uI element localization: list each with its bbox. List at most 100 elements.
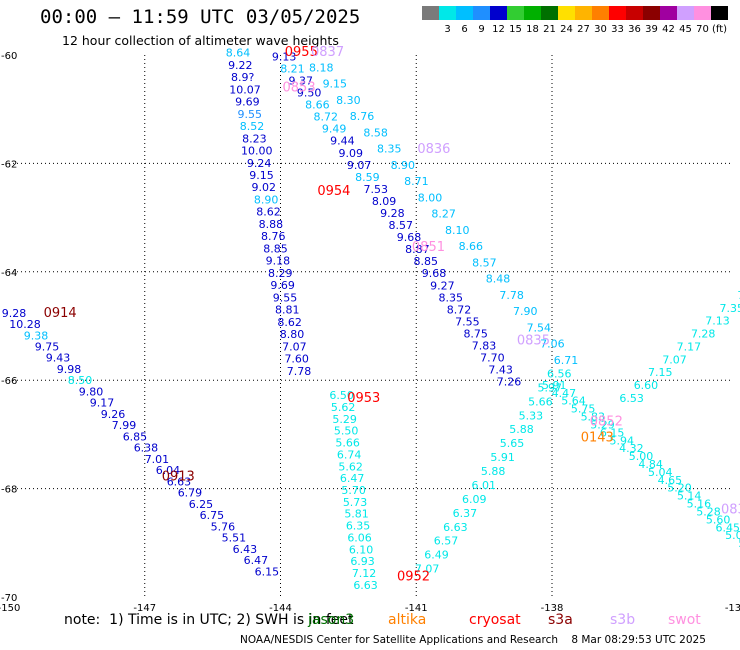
swh-value-label: 5.88 xyxy=(509,423,534,436)
swh-value-label: 6.74 xyxy=(337,448,362,461)
swh-value-label: 8.85 xyxy=(263,242,288,255)
swh-value-label: 9.26 xyxy=(101,408,126,421)
pass-time-label: 0955 xyxy=(285,45,318,60)
swh-value-label: 9.22 xyxy=(228,59,253,72)
swh-value-label: 8.71 xyxy=(404,175,429,188)
swh-value-label: 7.78 xyxy=(499,289,524,302)
scale-swatch xyxy=(507,6,524,20)
y-tick-label: -62 xyxy=(1,159,17,170)
scale-swatch xyxy=(473,6,490,20)
scale-swatch xyxy=(711,6,728,20)
scale-tick-label: 30 xyxy=(594,24,607,35)
swh-value-label: 5.33 xyxy=(519,409,544,422)
scale-swatch xyxy=(643,6,660,20)
scale-swatch xyxy=(609,6,626,20)
swh-value-label: 5.60 xyxy=(706,513,731,526)
swh-value-label: 6.43 xyxy=(233,543,258,556)
swh-value-label: 6.09 xyxy=(462,493,487,506)
swh-value-label: 8.18 xyxy=(309,61,334,74)
swh-value-label: 8.35 xyxy=(438,291,463,304)
swh-value-label: 5.97 xyxy=(538,381,563,394)
swh-value-label: 6.47 xyxy=(340,472,365,485)
swh-value-label: 6.47 xyxy=(244,554,269,567)
swh-value-label: 9.49 xyxy=(322,123,347,136)
swh-value-label: 9.17 xyxy=(90,397,115,410)
swh-value-label: 4.47 xyxy=(552,387,577,400)
scale-tick-label: 21 xyxy=(543,24,556,35)
pass-time-label: 0954 xyxy=(317,184,350,199)
scale-unit: (ft) xyxy=(712,24,728,35)
scale-tick-label: 6 xyxy=(461,24,468,35)
swh-value-label: 6.63 xyxy=(443,521,468,534)
swh-value-label: 6.37 xyxy=(453,507,478,520)
swh-value-label: 9.50 xyxy=(297,87,322,100)
y-tick-label: -66 xyxy=(1,376,17,387)
pass-time-label: 0834 xyxy=(721,503,740,518)
pass-time-label: 0835 xyxy=(517,333,550,348)
pass-time-label: 0836 xyxy=(417,142,450,157)
swh-value-label: 5.20 xyxy=(667,482,692,495)
swh-value-label: 9.69 xyxy=(235,96,260,109)
scale-tick-label: 3 xyxy=(444,24,451,35)
swh-value-label: 8.9? xyxy=(231,71,254,84)
swh-value-label: 5.76 xyxy=(211,520,236,533)
swh-value-label: 9.15 xyxy=(249,169,274,182)
swh-value-label: 7.60 xyxy=(284,353,309,366)
swh-value-label: 6.25 xyxy=(189,498,214,511)
swh-value-label: 6.60 xyxy=(634,379,659,392)
scale-tick-label: 9 xyxy=(478,24,485,35)
scale-swatch xyxy=(677,6,694,20)
x-tick-label: -13 xyxy=(725,603,740,614)
swh-value-label: 8.76 xyxy=(350,110,375,123)
pass-time-label: 0914 xyxy=(44,306,77,321)
swh-value-label: 9.18 xyxy=(266,255,291,268)
swh-value-label: 5.51 xyxy=(222,532,247,545)
pass-time-label: 0913 xyxy=(162,469,195,484)
swh-value-label: 5.88 xyxy=(481,465,506,478)
swh-value-label: 7.28 xyxy=(691,328,716,341)
swh-value-label: 8.48 xyxy=(486,273,511,286)
x-tick-label: -141 xyxy=(405,603,428,614)
scale-tick-label: 45 xyxy=(679,24,692,35)
swh-value-label: 4.84 xyxy=(638,458,663,471)
swh-value-label: 7.07 xyxy=(662,353,687,366)
scale-swatch xyxy=(524,6,541,20)
swh-value-label: 9.02 xyxy=(252,181,277,194)
scale-tick-label: 12 xyxy=(492,24,505,35)
swh-value-label: 6.49 xyxy=(424,549,449,562)
swh-value-label: 6.45 xyxy=(716,521,740,534)
footer-note: note: 1) Time is in UTC; 2) SWH is in fe… xyxy=(64,612,354,628)
swh-value-label: 5.62 xyxy=(331,401,356,414)
scale-swatch xyxy=(575,6,592,20)
swh-value-label: 9.80 xyxy=(79,385,104,398)
swh-value-label: 8.90 xyxy=(254,193,279,206)
swh-value-label: 10.00 xyxy=(241,145,273,158)
swh-value-label: 8.23 xyxy=(242,132,267,145)
pass-time-label: 0852 xyxy=(590,415,623,430)
swh-value-label: 6.53 xyxy=(619,392,644,405)
scale-swatch xyxy=(660,6,677,20)
swh-value-label: 7.26 xyxy=(497,376,522,389)
swh-value-label: 5.62 xyxy=(338,460,363,473)
swh-value-label: 7.06 xyxy=(540,338,565,351)
swh-value-label: 7.4 xyxy=(737,289,740,302)
swh-value-label: 9.55 xyxy=(273,291,298,304)
swh-value-label: 9.75 xyxy=(35,341,60,354)
swh-value-label: 8.80 xyxy=(280,328,305,341)
swh-value-label: 5.28 xyxy=(696,505,721,518)
swh-value-label: 7.43 xyxy=(488,364,513,377)
swh-value-label: 4.65 xyxy=(658,474,683,487)
swh-value-label: 8.64 xyxy=(226,47,251,60)
swh-value-label: 6.63 xyxy=(353,579,378,592)
y-tick-label: -70 xyxy=(1,593,17,604)
swh-value-label: 8.62 xyxy=(256,206,281,219)
swh-value-label: 5.06 xyxy=(725,529,740,542)
swh-value-label: 8.30 xyxy=(336,94,361,107)
scale-swatch xyxy=(456,6,473,20)
swh-value-label: 7.54 xyxy=(527,321,552,334)
scale-tick-label: 39 xyxy=(645,24,658,35)
swh-value-label: 8.58 xyxy=(363,126,388,139)
satellite-legend-entry: cryosat xyxy=(469,612,521,628)
swh-value-label: 5.75 xyxy=(571,403,596,416)
